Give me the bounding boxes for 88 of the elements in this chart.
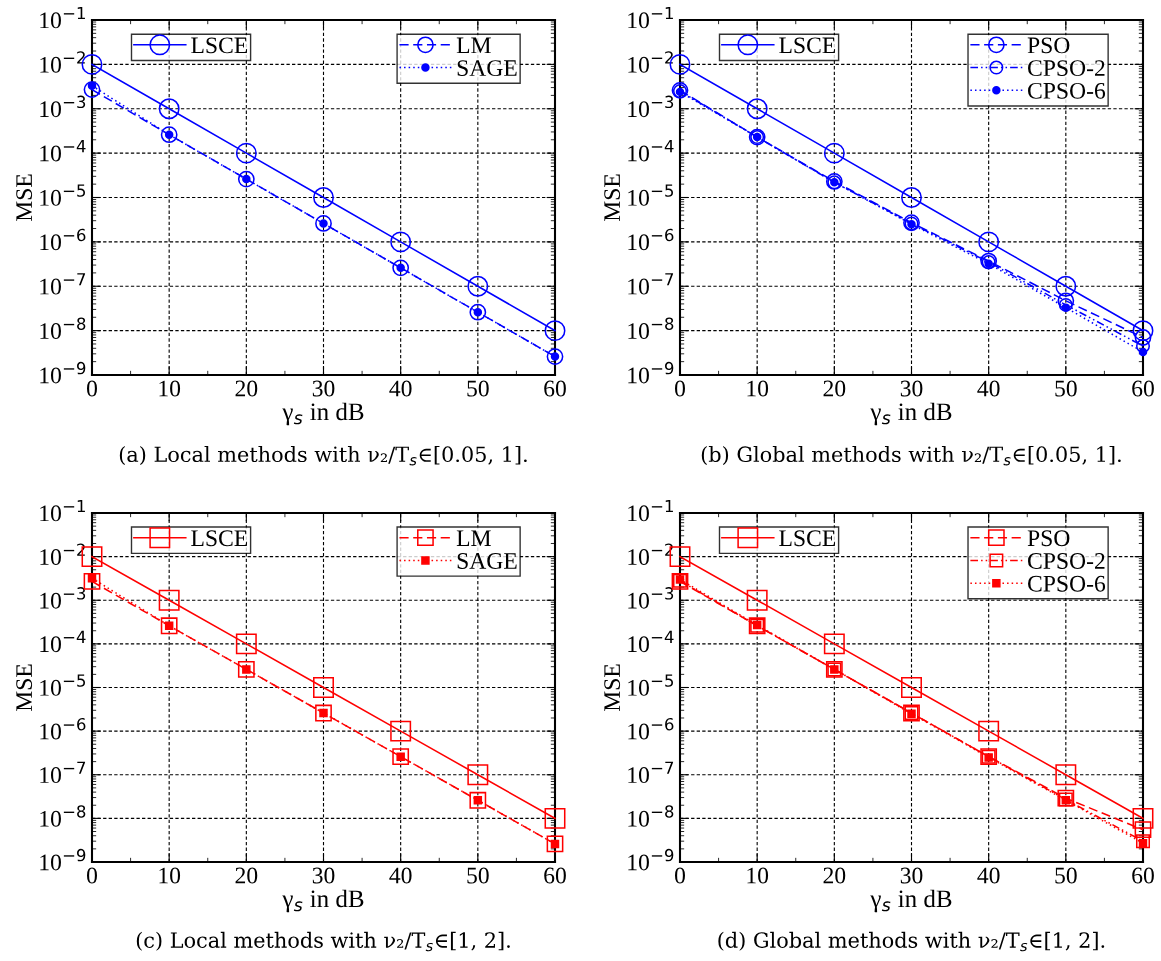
y-tick-label: 10$^{−4}$: [628, 630, 674, 653]
y-axis-title: MSE: [16, 664, 33, 712]
y-tick-label: 10$^{−7}$: [628, 761, 674, 784]
x-tick-label: 30: [312, 380, 335, 397]
legend-label: PSO: [1027, 530, 1070, 547]
y-tick-label: 10$^{−8}$: [40, 317, 86, 340]
y-tick-label: 10$^{−6}$: [40, 228, 86, 251]
y-tick-label: 10$^{−5}$: [628, 674, 674, 696]
y-tick-label: 10$^{−9}$: [40, 361, 86, 384]
x-axis-title: γ$_{s}$ in dB: [282, 889, 364, 913]
x-axis-title: γ$_{s}$ in dB: [282, 402, 364, 426]
y-tick-label: 10$^{−7}$: [628, 273, 674, 295]
y-tick-label: 10$^{−6}$: [40, 717, 86, 740]
y-tick-label: 10$^{−2}$: [628, 51, 673, 73]
x-axis-title: γ$_{s}$ in dB: [870, 889, 952, 913]
y-tick-label: 10$^{−6}$: [628, 228, 674, 251]
x-tick-label: 0: [87, 380, 97, 397]
legend-label: LM: [456, 530, 491, 546]
x-axis-title: γ$_{s}$ in dB: [870, 402, 952, 426]
y-tick-label: 10$^{−4}$: [40, 140, 86, 162]
x-tick-label: 50: [467, 867, 489, 884]
legend-label: CPSO-6: [1028, 82, 1106, 99]
x-tick-label: 0: [675, 867, 685, 884]
legend-label: SAGE: [457, 553, 517, 569]
y-tick-label: 10$^{−8}$: [628, 317, 674, 340]
x-tick-label: 60: [544, 380, 566, 397]
y-tick-label: 10$^{−3}$: [40, 95, 86, 118]
legend-label: SAGE: [457, 60, 517, 77]
text: (b) Global methods with ν₂/T$_{s}$∈[0.05, 1].: [701, 446, 1121, 466]
y-tick-label: 10$^{−7}$: [40, 273, 86, 295]
legend-label: LSCE: [191, 530, 248, 547]
x-tick-label: 50: [1055, 380, 1077, 397]
x-tick-label: 30: [900, 867, 923, 884]
legend-label: CPSO-2: [1028, 60, 1105, 77]
x-tick-label: 30: [900, 380, 923, 397]
y-tick-label: 10$^{−9}$: [40, 848, 86, 871]
text: (d) Global methods with ν₂/T$_{s}$∈[1, 2].: [718, 931, 1105, 952]
x-tick-label: 10: [159, 867, 181, 884]
y-tick-label: 10$^{−8}$: [628, 805, 674, 827]
text: (a) Local methods with ν₂/T$_{s}$∈[0.05, 1].: [119, 446, 527, 466]
y-tick-label: 10$^{−4}$: [40, 630, 86, 653]
x-tick-label: 10: [747, 867, 769, 884]
y-tick-label: 10$^{−9}$: [628, 848, 674, 871]
x-tick-label: 60: [1132, 867, 1154, 884]
x-tick-label: 40: [977, 380, 1000, 397]
y-tick-label: 10$^{−1}$: [628, 6, 673, 29]
y-tick-label: 10$^{−4}$: [628, 140, 674, 162]
legend-label: PSO: [1027, 37, 1070, 54]
x-tick-label: 30: [312, 867, 335, 884]
x-tick-label: 0: [675, 380, 685, 397]
y-tick-label: 10$^{−3}$: [40, 587, 86, 609]
legend-label: LSCE: [191, 37, 248, 54]
y-tick-label: 10$^{−1}$: [628, 499, 673, 522]
x-tick-label: 20: [823, 867, 846, 884]
y-tick-label: 10$^{−5}$: [628, 184, 674, 206]
y-tick-label: 10$^{−1}$: [40, 499, 85, 522]
x-tick-label: 10: [159, 380, 181, 397]
x-tick-label: 40: [977, 867, 1000, 884]
y-axis-title: MSE: [16, 174, 33, 222]
x-tick-label: 40: [389, 380, 412, 397]
x-tick-label: 0: [87, 867, 97, 884]
y-tick-label: 10$^{−6}$: [628, 717, 674, 740]
x-tick-label: 20: [823, 380, 846, 397]
y-axis-title: MSE: [604, 664, 621, 712]
y-tick-label: 10$^{−5}$: [40, 674, 86, 696]
legend-label: LSCE: [779, 37, 836, 54]
y-tick-label: 10$^{−5}$: [40, 184, 86, 206]
x-tick-label: 50: [467, 380, 489, 397]
text: (c) Local methods with ν₂/T$_{s}$∈[1, 2].: [136, 931, 510, 952]
legend-label: CPSO-2: [1028, 553, 1105, 569]
y-tick-label: 10$^{−9}$: [628, 361, 674, 384]
x-tick-label: 10: [747, 380, 769, 397]
y-tick-label: 10$^{−1}$: [40, 6, 85, 29]
legend-label: LSCE: [779, 530, 836, 547]
x-tick-label: 40: [389, 867, 412, 884]
legend-label: CPSO-6: [1028, 575, 1106, 592]
y-tick-label: 10$^{−7}$: [40, 761, 86, 784]
y-axis-title: MSE: [604, 174, 621, 222]
y-tick-label: 10$^{−2}$: [40, 51, 85, 73]
legend-label: LM: [456, 37, 491, 54]
x-tick-label: 60: [1132, 380, 1154, 397]
x-tick-label: 20: [235, 380, 258, 397]
y-tick-label: 10$^{−3}$: [628, 587, 674, 609]
x-tick-label: 20: [235, 867, 258, 884]
x-tick-label: 50: [1055, 867, 1077, 884]
y-tick-label: 10$^{−3}$: [628, 95, 674, 118]
x-tick-label: 60: [544, 867, 566, 884]
y-tick-label: 10$^{−8}$: [40, 805, 86, 827]
